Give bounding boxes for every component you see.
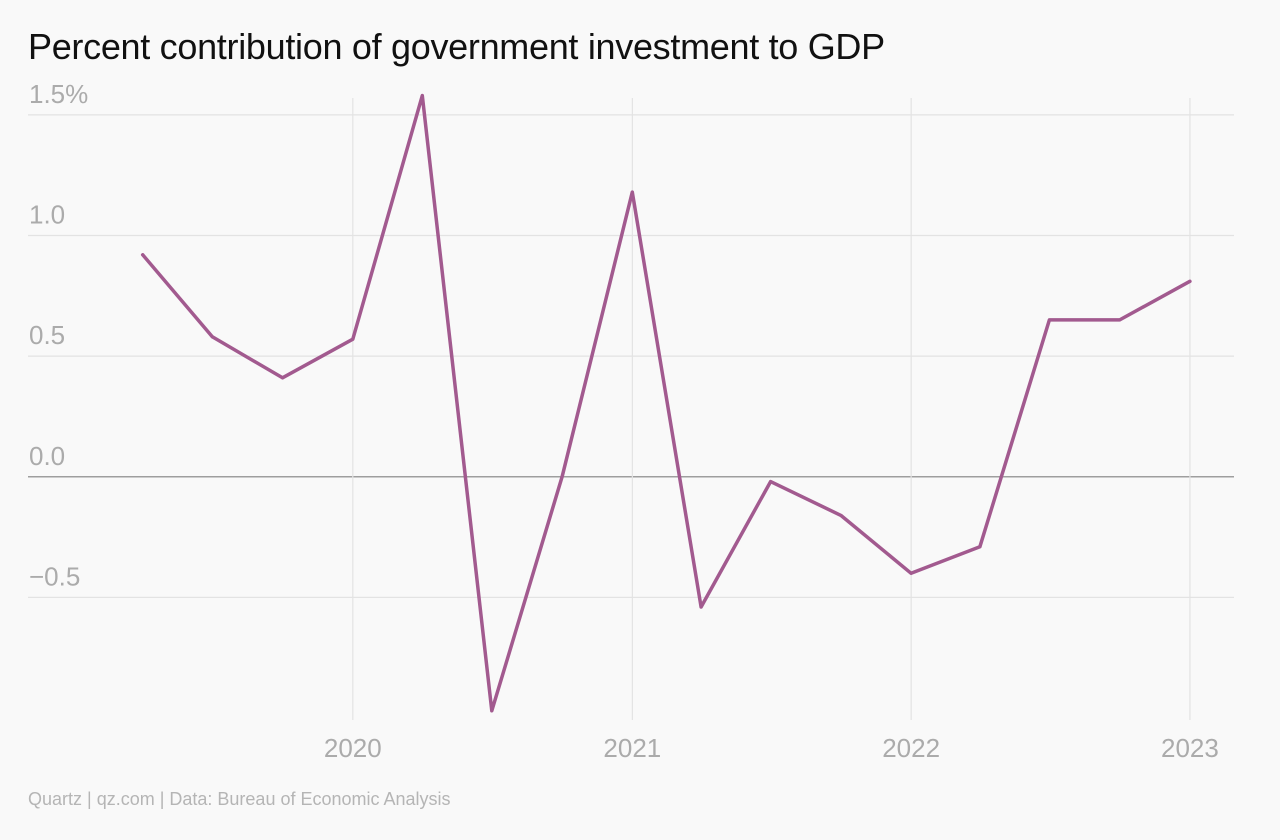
- data-point: [978, 545, 982, 549]
- chart-title: Percent contribution of government inves…: [28, 26, 885, 67]
- source-note: Quartz | qz.com | Data: Bureau of Econom…: [28, 789, 451, 809]
- y-tick-label: 1.5%: [29, 79, 88, 109]
- x-tick-label: 2023: [1161, 733, 1219, 763]
- data-point: [420, 94, 424, 98]
- data-point: [839, 513, 843, 517]
- x-tick-label: 2021: [603, 733, 661, 763]
- data-point: [210, 335, 214, 339]
- y-tick-label: −0.5: [29, 561, 80, 591]
- data-point: [1188, 279, 1192, 283]
- data-point: [1047, 318, 1051, 322]
- data-point: [560, 475, 564, 479]
- data-point: [699, 605, 703, 609]
- series-layer: [140, 93, 1192, 713]
- data-point: [630, 190, 634, 194]
- y-tick-label: 0.0: [29, 441, 65, 471]
- y-tick-label: 1.0: [29, 200, 65, 230]
- data-point: [909, 571, 913, 575]
- tick-layer: 1.5% 1.0 0.5 0.0 −0.5 2020 2021 2022 2023: [29, 79, 1219, 763]
- data-point: [490, 709, 494, 713]
- x-tick-label: 2020: [324, 733, 382, 763]
- data-point: [769, 480, 773, 484]
- series-line: [140, 93, 1192, 713]
- data-point: [141, 253, 145, 257]
- y-tick-label: 0.5: [29, 320, 65, 350]
- data-point: [351, 337, 355, 341]
- data-point: [281, 376, 285, 380]
- data-point: [1118, 318, 1122, 322]
- grid-layer: [28, 98, 1234, 720]
- x-tick-label: 2022: [882, 733, 940, 763]
